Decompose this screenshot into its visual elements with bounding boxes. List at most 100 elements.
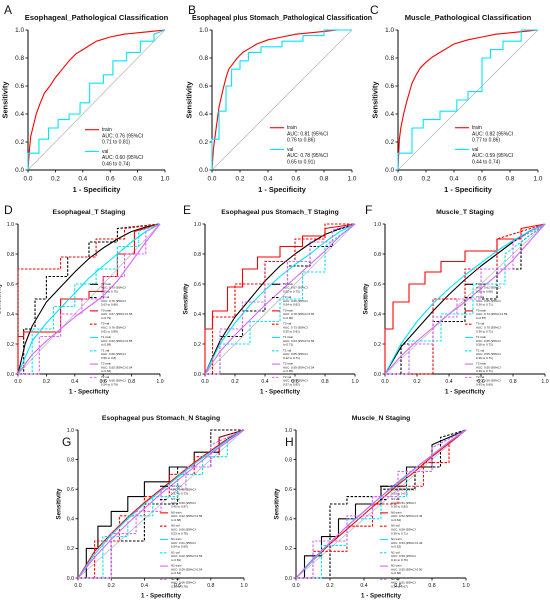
- x-tick-label: 0.6: [291, 379, 298, 385]
- roc-curve-t3-val: [385, 223, 546, 375]
- x-axis-label: 1 - Specificity: [260, 388, 300, 395]
- legend-auc-text: AUC: 0.69 (95%CI: [283, 379, 308, 383]
- x-tick-label: 0.6: [100, 379, 107, 385]
- legend-auc-text: AUC: 0.59 (95%CI 0.54: [171, 567, 203, 571]
- roc-curve-t0-train: [17, 223, 161, 374]
- legend-label: train: [287, 125, 297, 131]
- legend-auc-text: AUC: 0.55 (95%CI 0.50: [391, 567, 423, 571]
- legend-auc-text: AUC: 0.55 (95%CI: [476, 352, 501, 356]
- roc-panel-f: F Muscle_T Staging0.00.00.20.20.40.40.60.…: [362, 203, 548, 395]
- legend-auc-text: 0.39 to 0.71): [476, 369, 493, 373]
- y-tick-label: 0.4: [67, 517, 74, 523]
- roc-curve-n1-val: [78, 429, 245, 579]
- legend-label: T2 train: [101, 362, 112, 366]
- x-tick-label: 0.2: [108, 583, 115, 589]
- roc-curve-n2-val: [296, 429, 467, 579]
- legend-auc-text: AUC: 0.52 (95%CI 0.46: [391, 514, 423, 518]
- x-axis-label: 1 - Specificity: [69, 388, 109, 395]
- legend-auc-text: 0.45 to 0.97): [171, 505, 188, 509]
- x-tick-label: 1.0: [348, 175, 357, 182]
- legend-auc-text: AUC: 0.56 (95%CI: [391, 488, 416, 492]
- legend-label: T2 val: [476, 375, 485, 379]
- legend-auc-text: 0.54 to 0.69): [171, 545, 188, 549]
- y-tick-label: 0.8: [67, 457, 74, 463]
- legend-label: T3 val: [476, 295, 485, 299]
- x-tick-label: 0.6: [477, 379, 484, 385]
- y-tick-label: 0.8: [15, 55, 24, 62]
- legend-auc-text: to 0.90): [283, 316, 293, 320]
- legend-auc-text: AUC: 0.66 (95%CI: [171, 528, 196, 532]
- legend-auc-text: AUC: 0.62 (95%CI 0.56: [171, 514, 203, 518]
- legend-auc-text: to 0.62): [391, 545, 401, 549]
- legend-label: T2 train: [283, 362, 294, 366]
- legend-label: T0 train: [283, 308, 294, 312]
- x-tick-label: 0.6: [478, 175, 487, 182]
- x-tick-label: 0.6: [292, 175, 301, 182]
- legend-auc-text: AUC: 0.66 (95%CI: [171, 581, 196, 585]
- reference-diagonal: [27, 29, 166, 171]
- legend-label: N2 train: [391, 564, 402, 568]
- roc-curve-n2-train: [77, 429, 245, 579]
- x-tick-label: 0.6: [174, 583, 181, 589]
- reference-diagonal: [211, 29, 353, 171]
- legend-label: N1 val: [171, 550, 180, 554]
- legend-label: T2 train: [476, 362, 487, 366]
- legend-label: N0 train: [391, 510, 402, 514]
- y-tick-label: 0.0: [385, 167, 394, 174]
- legend-auc-text: 0.76 to 0.86): [287, 138, 315, 144]
- y-tick-label: 0.4: [385, 111, 394, 118]
- panel-title: Esophageal plus Stomach_Pathological Cla…: [192, 15, 372, 22]
- legend-auc-text: 0.36 to 0.71): [476, 329, 493, 333]
- x-tick-label: 0.4: [445, 379, 452, 385]
- x-tick-label: 0.8: [428, 583, 435, 589]
- legend-label: train: [472, 125, 482, 131]
- roc-curve-val: [211, 29, 352, 170]
- legend-auc-text: AUC: 0.59 (95%CI: [476, 379, 501, 383]
- roc-curve-n2-val: [78, 429, 245, 579]
- roc-curve-val: [397, 29, 538, 170]
- legend-auc-text: 0.65 to 0.91): [287, 159, 315, 165]
- legend-auc-text: AUC: 0.76 (95%CI: [102, 133, 143, 139]
- y-axis-label: Sensitivity: [0, 81, 9, 119]
- legend-auc-text: to 0.81): [171, 558, 181, 562]
- legend-auc-text: 0.50 to 0.67): [391, 491, 408, 495]
- panel-letter: A: [4, 3, 12, 17]
- x-tick-label: 1.0: [534, 175, 543, 182]
- x-tick-label: 0.4: [261, 379, 268, 385]
- panel-title: Esophageal pus Stomach_N Staging: [102, 415, 220, 422]
- x-tick-label: 0.8: [207, 583, 214, 589]
- reference-diagonal: [384, 223, 546, 375]
- legend-label: N0 val: [171, 524, 180, 528]
- legend-label: N3 val: [391, 497, 400, 501]
- legend-auc-text: AUC: 0.76 (95%CI: [101, 326, 126, 330]
- roc-curve-n0-val: [296, 429, 467, 579]
- y-tick-label: 0.0: [285, 576, 292, 582]
- legend-label: N3 train: [171, 484, 182, 488]
- legend-auc-text: AUC: 0.81 (95%CI: [287, 131, 328, 137]
- roc-curve-t0-val: [17, 223, 161, 374]
- roc-curve-train: [397, 29, 539, 171]
- y-tick-label: 0.6: [199, 83, 208, 90]
- x-axis-label: 1 - Specificity: [361, 592, 401, 599]
- legend-auc-text: 0.53 to 0.78): [171, 531, 188, 535]
- y-tick-label: 0.2: [7, 342, 14, 348]
- legend-auc-text: to 0.69): [101, 343, 111, 347]
- roc-curve-t2-train: [204, 223, 356, 375]
- legend-label: N1 train: [391, 537, 402, 541]
